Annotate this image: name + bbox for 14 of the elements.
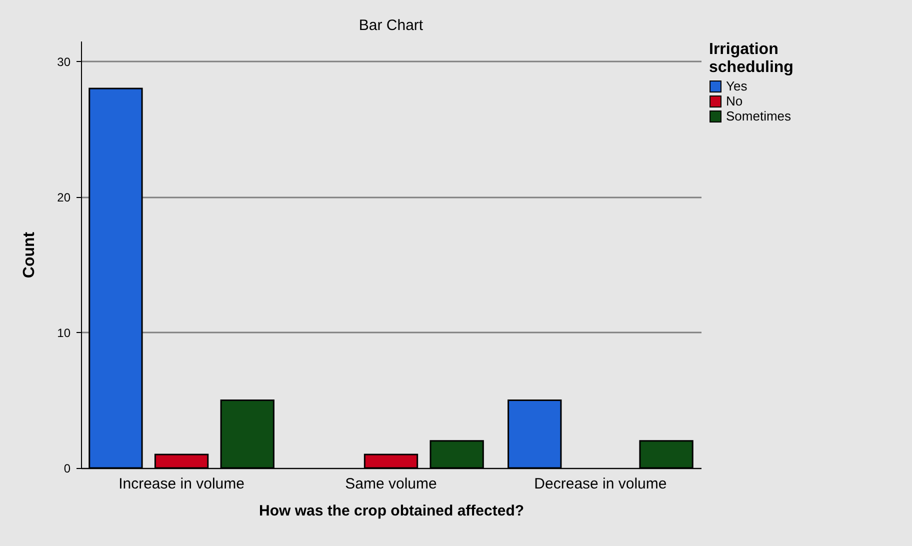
legend-title: Irrigation scheduling	[709, 41, 794, 76]
y-tick-label: 10	[57, 326, 71, 340]
x-axis-title: How was the crop obtained affected?	[258, 502, 524, 520]
legend-label: No	[726, 94, 743, 108]
y-tick-label: 20	[57, 190, 71, 204]
y-tick-label: 30	[57, 54, 71, 69]
x-tick-label: Increase in volume	[118, 476, 244, 492]
y-tick-label: 0	[64, 462, 71, 476]
legend-label: Sometimes	[726, 108, 792, 124]
legend-label: Yes	[726, 78, 748, 94]
x-tick-label: Same volume	[345, 476, 437, 492]
x-tick-label: Decrease in volume	[534, 476, 667, 492]
chart-title: Bar Chart	[358, 17, 424, 34]
y-axis-title: Count	[21, 231, 38, 278]
